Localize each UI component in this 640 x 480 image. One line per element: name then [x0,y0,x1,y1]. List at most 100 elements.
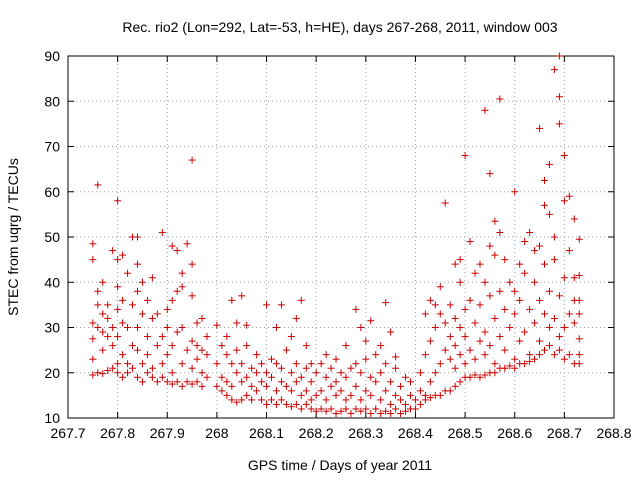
data-point-marker [317,387,325,395]
data-point-marker [213,321,221,329]
data-point-marker [411,396,419,404]
data-point-marker [565,192,573,200]
data-point-marker [263,301,271,309]
data-point-marker [456,278,464,286]
data-point-marker [287,369,295,377]
data-point-marker [352,382,360,390]
data-point-marker [238,360,246,368]
data-point-marker [263,400,271,408]
data-point-marker [416,400,424,408]
data-point-marker [119,373,127,381]
data-point-marker [163,351,171,359]
data-point-marker [560,152,568,160]
data-point-marker [456,378,464,386]
data-point-marker [421,351,429,359]
data-point-marker [203,351,211,359]
data-point-marker [282,382,290,390]
data-point-marker [461,360,469,368]
data-point-marker [506,362,514,370]
data-point-marker [233,369,241,377]
x-axis: 267.7 267.8 267.9 268 268.1 268.2 268.3 268.4 26… [50,56,632,441]
data-point-marker [133,260,141,268]
data-point-marker [536,242,544,250]
data-point-marker [481,328,489,336]
data-point-marker [94,181,102,189]
y-tick-label: 70 [44,139,60,155]
data-point-marker [297,296,305,304]
data-point-marker [342,373,350,381]
data-point-marker [263,382,271,390]
y-tick-label: 50 [44,229,60,245]
data-point-marker [302,400,310,408]
data-point-marker [426,296,434,304]
data-point-marker [496,287,504,295]
data-point-marker [545,161,553,169]
data-point-marker [406,378,414,386]
data-point-marker [109,342,117,350]
data-point-marker [198,314,206,322]
data-point-marker [451,364,459,372]
data-point-marker [426,337,434,345]
data-point-marker [99,328,107,336]
data-point-marker [337,407,345,415]
data-point-marker [555,93,563,101]
data-point-marker [575,360,583,368]
data-point-marker [282,400,290,408]
data-point-marker [114,197,122,205]
data-point-marker [541,176,549,184]
data-point-marker [411,405,419,413]
data-point-marker [560,355,568,363]
data-point-marker [501,256,509,264]
data-point-marker [575,235,583,243]
data-point-marker [297,373,305,381]
data-point-marker [163,324,171,331]
data-point-marker [545,210,553,218]
data-point-marker [133,287,141,295]
data-point-marker [114,369,122,377]
data-point-marker [332,355,340,363]
data-point-marker [560,324,568,331]
data-point-marker [272,360,280,368]
data-point-marker [198,346,206,354]
data-point-marker [223,333,231,341]
data-point-marker [536,351,544,359]
data-point-marker [89,335,97,343]
data-point-marker [516,296,524,304]
data-point-marker [272,324,280,331]
data-point-marker [382,299,390,307]
data-point-marker [238,396,246,404]
data-point-marker [228,360,236,368]
data-point-marker [506,324,514,331]
data-point-marker [258,396,266,404]
data-point-marker [307,405,315,413]
data-point-marker [178,382,186,390]
data-point-marker [114,305,122,313]
data-point-marker [521,238,529,246]
data-point-marker [555,292,563,300]
data-point-marker [193,378,201,386]
data-point-marker [481,351,489,359]
data-point-marker [268,373,276,381]
data-point-marker [114,283,122,291]
data-point-marker [104,366,112,374]
data-point-marker [501,364,509,372]
data-point-marker [550,66,558,74]
data-point-marker [153,378,161,386]
data-point-marker [526,305,534,313]
data-point-marker [521,328,529,336]
data-point-marker [213,382,221,390]
data-point-marker [550,233,558,241]
data-point-marker [397,396,405,404]
data-point-marker [138,310,146,318]
data-point-marker [347,409,355,417]
data-point-marker [575,351,583,359]
data-point-marker [168,369,176,377]
data-point-marker [392,391,400,399]
data-point-marker [367,391,375,399]
data-point-marker [387,400,395,408]
data-point-marker [322,351,330,359]
data-point-marker [402,373,410,381]
data-point-marker [570,215,578,223]
data-point-marker [143,351,151,359]
